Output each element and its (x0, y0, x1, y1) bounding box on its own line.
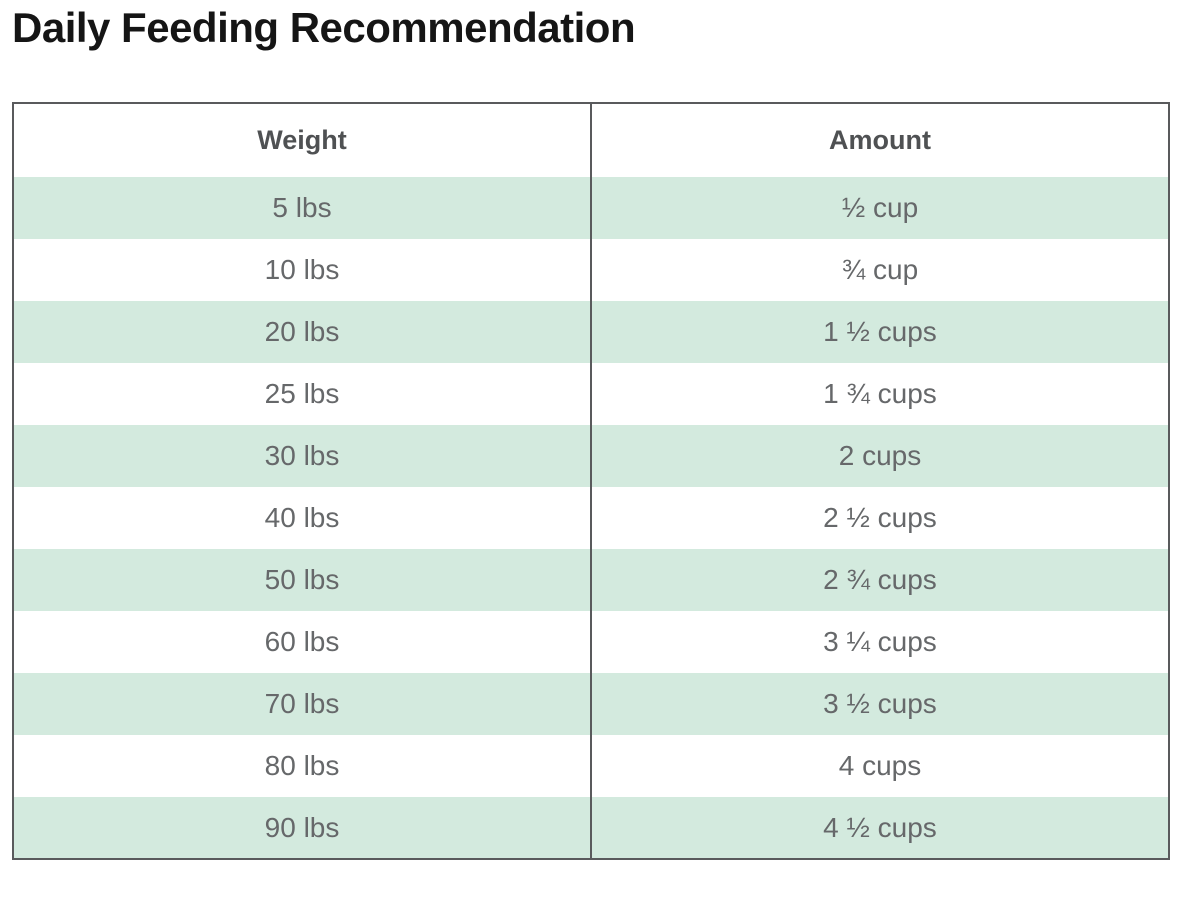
table-row: 90 lbs 4 ½ cups (13, 797, 1169, 859)
weight-cell: 90 lbs (13, 797, 592, 859)
amount-cell: 1 ¾ cups (591, 363, 1169, 425)
table-row: 50 lbs 2 ¾ cups (13, 549, 1169, 611)
amount-cell: 3 ½ cups (591, 673, 1169, 735)
table-row: 40 lbs 2 ½ cups (13, 487, 1169, 549)
weight-cell: 50 lbs (13, 549, 592, 611)
table-row: 30 lbs 2 cups (13, 425, 1169, 487)
amount-cell: 4 ½ cups (591, 797, 1169, 859)
table-row: 5 lbs ½ cup (13, 177, 1169, 239)
table-row: 20 lbs 1 ½ cups (13, 301, 1169, 363)
page-title: Daily Feeding Recommendation (12, 4, 636, 51)
weight-cell: 5 lbs (13, 177, 592, 239)
amount-cell: 4 cups (591, 735, 1169, 797)
amount-cell: ½ cup (591, 177, 1169, 239)
table-row: 60 lbs 3 ¼ cups (13, 611, 1169, 673)
header-row: Weight Amount (13, 103, 1169, 177)
amount-cell: 3 ¼ cups (591, 611, 1169, 673)
weight-cell: 80 lbs (13, 735, 592, 797)
page: Daily Feeding Recommendation Weight Amou… (12, 4, 1170, 860)
column-header-weight: Weight (13, 103, 592, 177)
table-row: 10 lbs ¾ cup (13, 239, 1169, 301)
column-header-amount: Amount (591, 103, 1169, 177)
weight-cell: 40 lbs (13, 487, 592, 549)
table-row: 70 lbs 3 ½ cups (13, 673, 1169, 735)
feeding-table-head: Weight Amount (13, 103, 1169, 177)
amount-cell: 2 ¾ cups (591, 549, 1169, 611)
weight-cell: 60 lbs (13, 611, 592, 673)
weight-cell: 70 lbs (13, 673, 592, 735)
weight-cell: 25 lbs (13, 363, 592, 425)
weight-cell: 10 lbs (13, 239, 592, 301)
amount-cell: 2 ½ cups (591, 487, 1169, 549)
table-row: 25 lbs 1 ¾ cups (13, 363, 1169, 425)
amount-cell: 2 cups (591, 425, 1169, 487)
amount-cell: 1 ½ cups (591, 301, 1169, 363)
table-row: 80 lbs 4 cups (13, 735, 1169, 797)
weight-cell: 20 lbs (13, 301, 592, 363)
feeding-table-body: 5 lbs ½ cup 10 lbs ¾ cup 20 lbs 1 ½ cups 25 lb… (13, 177, 1169, 859)
amount-cell: ¾ cup (591, 239, 1169, 301)
feeding-table: Weight Amount 5 lbs ½ cup 10 lbs ¾ cup 20 lb… (12, 102, 1170, 860)
weight-cell: 30 lbs (13, 425, 592, 487)
